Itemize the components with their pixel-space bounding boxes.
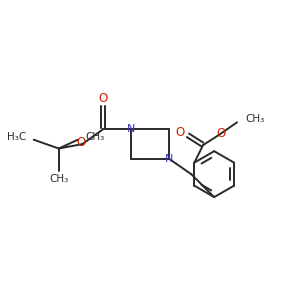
Text: O: O xyxy=(216,127,225,140)
Text: CH₃: CH₃ xyxy=(245,114,265,124)
Text: O: O xyxy=(176,126,185,139)
Text: CH₃: CH₃ xyxy=(85,132,104,142)
Text: CH₃: CH₃ xyxy=(49,174,68,184)
Text: O: O xyxy=(98,92,107,105)
Text: H₃C: H₃C xyxy=(7,132,26,142)
Text: N: N xyxy=(127,124,135,134)
Text: N: N xyxy=(165,154,174,164)
Text: O: O xyxy=(77,136,86,149)
